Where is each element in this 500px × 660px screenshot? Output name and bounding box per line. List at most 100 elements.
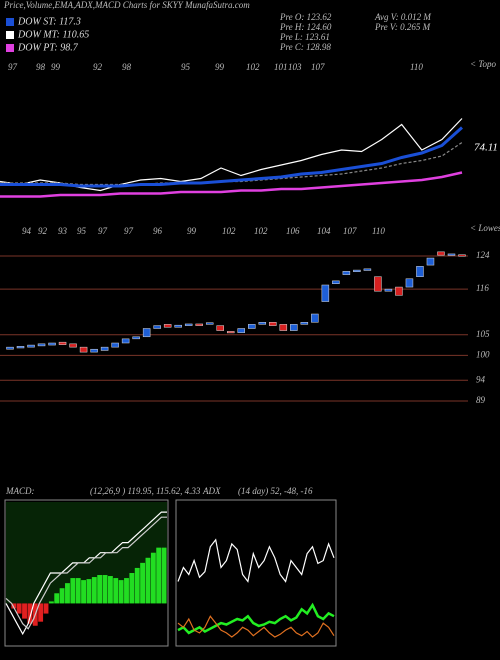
line-series [5,516,167,630]
bottom-label: 106 [286,226,300,236]
adx-frame [175,499,337,647]
histogram-bar [150,552,156,604]
candle [279,324,288,331]
top-label: 98 [122,62,132,72]
info: Pre L: 123.61 [279,32,330,42]
candle [142,328,151,338]
macd-frame [4,499,169,647]
histogram-bar [59,588,65,604]
histogram-bar [22,603,27,619]
candle [405,278,414,288]
candle [447,253,456,256]
legend-label: DOW MT: 110.65 [17,29,89,40]
candle [111,342,119,348]
bottom-label: 97 [98,226,108,236]
histogram-bar [91,577,97,604]
histogram-bar [118,580,124,604]
histogram-bar [145,557,151,604]
top-label: 103 [288,62,302,72]
y-tick-label: 105 [476,329,490,339]
legend-label: DOW ST: 117.3 [17,16,81,27]
candle [363,268,372,271]
histogram-bar [16,603,22,614]
candle [174,324,182,328]
histogram-bar [124,578,129,604]
info: Pre C: 128.98 [279,42,331,52]
bottom-label: 102 [254,226,268,236]
info: Pre H: 124.60 [279,22,332,32]
candle [69,343,77,348]
histogram-bar [81,580,86,604]
candle [48,342,56,346]
candle [121,338,130,344]
top-label: 107 [311,62,325,72]
line-series [177,615,335,638]
bottom-label: 104 [317,226,331,236]
line-series [0,171,463,198]
candle [237,328,246,333]
candle [37,343,46,347]
histogram-bar [70,578,76,604]
candle [184,323,193,326]
candle [6,346,14,350]
top-label: 98 [36,62,46,72]
top-label: 99 [215,62,225,72]
adx-title: ADX [202,486,221,496]
candle [27,344,35,348]
histogram-bar [75,578,81,604]
candle [300,322,309,325]
bottom-label: 92 [38,226,48,236]
candle [132,336,140,340]
candle [195,323,203,326]
histogram-bar [48,601,54,604]
histogram-bar [102,575,108,604]
bottom-label: 96 [153,226,163,236]
histogram-bar [54,593,60,604]
bottom-label: 107 [343,226,357,236]
legend-swatch [6,18,14,26]
candle [58,341,67,345]
top-label: 110 [410,62,423,72]
info: Pre O: 123.62 [279,12,332,22]
candle [332,280,340,284]
histogram-bar [140,562,146,604]
adx-params: (14 day) 52, -48, -16 [238,486,313,496]
info: Avg V: 0.012 M [374,12,431,22]
histogram-bar [38,603,44,622]
top-label: 92 [93,62,103,72]
bottom-label: 95 [77,226,87,236]
candle [269,322,277,326]
candle [16,346,25,349]
bottom-label: 97 [124,226,134,236]
histogram-bar [86,579,92,604]
candle [395,286,403,296]
candle [384,288,393,292]
candle [342,271,351,275]
top-label: 95 [181,62,191,72]
top-label: 97 [8,62,18,72]
candle [226,331,235,334]
candle [374,276,382,292]
candle [100,346,109,351]
candle [321,284,330,302]
candle [216,325,224,331]
top-label: 102 [246,62,260,72]
candle [353,269,361,272]
candle [153,325,161,329]
histogram-bar [161,547,167,604]
histogram-bar [156,547,162,604]
candle [426,257,435,266]
bottom-label: 93 [58,226,68,236]
candle [248,324,256,329]
histogram-bar [107,576,113,604]
candle [79,346,88,353]
note: < Topo [470,59,497,69]
y-tick-label: 124 [476,250,490,260]
top-label: 99 [51,62,61,72]
histogram-bar [129,573,135,604]
line-series [177,538,335,583]
candle [258,322,267,325]
candle [311,313,319,323]
y-tick-label: 116 [476,283,489,293]
